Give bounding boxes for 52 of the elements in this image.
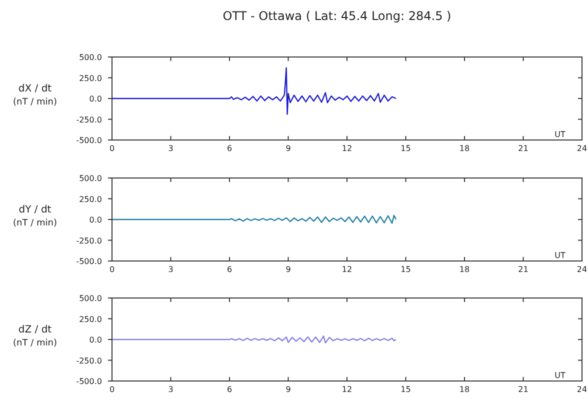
x-tick-label: 24 [576, 265, 588, 274]
y-tick-label: 250.0 [79, 314, 102, 324]
x-tick-label: 3 [168, 385, 174, 394]
x-tick-label: 0 [109, 265, 115, 274]
line-series [111, 214, 397, 224]
y-tick-label: 250.0 [79, 74, 102, 83]
chart-title: OTT - Ottawa ( Lat: 45.4 Long: 284.5 ) [222, 9, 452, 23]
y-tick-label: 0.0 [89, 94, 102, 104]
y-axis-title: dZ / dt (nT / min) [13, 324, 57, 348]
x-tick-label: 15 [400, 385, 411, 394]
x-tick-label: 15 [400, 265, 411, 274]
x-tick-label: 6 [226, 144, 232, 153]
x-tick-label: 12 [342, 144, 352, 153]
x-tick-label: 12 [342, 265, 352, 274]
x-tick-label: 18 [459, 265, 470, 274]
x-tick-label: 9 [286, 385, 291, 394]
x-tick-label: 0 [109, 144, 115, 153]
x-tick-label: 6 [226, 385, 232, 394]
annotation: UT [554, 251, 566, 260]
x-tick-label: 15 [400, 144, 411, 153]
x-tick-label: 3 [168, 144, 174, 153]
x-tick-label: 24 [576, 385, 588, 394]
line-series [111, 336, 397, 344]
annotation: UT [554, 371, 566, 380]
y-tick-label: 500.0 [79, 53, 102, 62]
x-tick-label: 24 [576, 144, 588, 153]
x-tick-label: 18 [459, 144, 470, 153]
line-series [111, 67, 397, 115]
x-tick-label: 3 [168, 265, 174, 274]
y-tick-label: -250.0 [76, 115, 102, 124]
x-tick-label: 21 [518, 144, 528, 153]
x-tick-label: 12 [342, 385, 352, 394]
y-tick-label: 0.0 [89, 216, 102, 224]
x-tick-label: 21 [518, 265, 528, 274]
x-tick-label: 9 [286, 265, 291, 274]
x-tick-label: 18 [459, 385, 470, 394]
y-tick-label: -250.0 [76, 356, 102, 366]
y-tick-label: 250.0 [79, 194, 102, 204]
annotation: UT [554, 130, 566, 139]
x-tick-label: 9 [286, 144, 291, 153]
x-tick-label: 21 [518, 385, 528, 394]
x-tick-label: 6 [226, 265, 232, 274]
y-tick-label: -500.0 [76, 257, 102, 266]
y-tick-label: 0.0 [89, 336, 102, 344]
y-axis-title: dX / dt (nT / min) [13, 84, 57, 108]
y-tick-label: -250.0 [76, 236, 102, 246]
y-axis-title: dY / dt (nT / min) [13, 204, 57, 228]
x-tick-label: 0 [109, 385, 115, 394]
y-tick-label: -500.0 [76, 377, 102, 386]
y-tick-label: 500.0 [79, 174, 102, 183]
y-tick-label: 500.0 [79, 294, 102, 303]
y-tick-label: -500.0 [76, 136, 102, 145]
